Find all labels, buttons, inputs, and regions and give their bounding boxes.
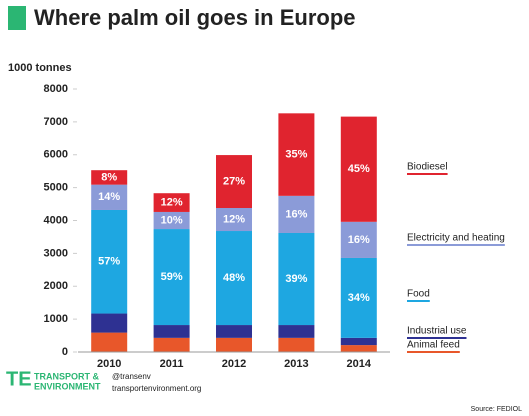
bar-segment bbox=[340, 221, 377, 258]
bar-segment bbox=[216, 231, 252, 326]
bar-segment bbox=[278, 325, 315, 338]
bar-segment bbox=[91, 170, 128, 185]
data-label: 34% bbox=[348, 292, 370, 304]
y-tick-label: 5000 bbox=[44, 182, 68, 194]
bar-segment bbox=[340, 345, 377, 352]
y-tick-label: 3000 bbox=[44, 247, 68, 259]
bar-segment bbox=[153, 193, 190, 212]
x-tick-label: 2011 bbox=[160, 358, 184, 370]
data-label: 45% bbox=[348, 163, 370, 175]
x-tick-label: 2010 bbox=[97, 358, 121, 370]
y-tick-label: 1000 bbox=[44, 313, 68, 325]
legend-label: Animal feed bbox=[407, 340, 460, 351]
website: transportenvironment.org bbox=[112, 384, 201, 393]
bar-segment bbox=[153, 211, 190, 230]
data-label: 10% bbox=[161, 214, 183, 226]
data-label: 59% bbox=[161, 271, 183, 283]
y-tick-label: 2000 bbox=[44, 280, 68, 292]
legend-label: Food bbox=[407, 289, 430, 300]
legend-label: Electricity and heating bbox=[407, 233, 505, 244]
x-tick-label: 2014 bbox=[347, 358, 372, 370]
bar-segment bbox=[153, 325, 190, 338]
bar-segment bbox=[91, 209, 128, 314]
legend-label: Biodiesel bbox=[407, 162, 448, 173]
bar-segment bbox=[153, 229, 190, 326]
data-label: 12% bbox=[223, 213, 245, 225]
bar-segment bbox=[91, 184, 128, 210]
x-tick-label: 2013 bbox=[284, 358, 308, 370]
chart-title: Where palm oil goes in Europe bbox=[34, 5, 356, 30]
bar-segment bbox=[340, 116, 377, 222]
bar-segment bbox=[278, 337, 315, 352]
data-label: 14% bbox=[98, 191, 120, 203]
data-label: 8% bbox=[101, 171, 117, 183]
y-tick-label: 6000 bbox=[44, 149, 68, 161]
bar-segment bbox=[278, 113, 315, 196]
bar-segment bbox=[91, 332, 128, 352]
bar-segment bbox=[91, 313, 128, 333]
data-label: 39% bbox=[285, 273, 307, 285]
data-label: 48% bbox=[223, 272, 245, 284]
bar-segment bbox=[216, 325, 252, 338]
data-label: 12% bbox=[161, 196, 183, 208]
logo-mark: TE bbox=[6, 368, 32, 390]
bar-segment bbox=[216, 337, 252, 352]
data-label: 16% bbox=[348, 234, 370, 246]
data-label: 16% bbox=[285, 208, 307, 220]
twitter: @transenv bbox=[112, 372, 151, 381]
x-tick-label: 2012 bbox=[222, 358, 246, 370]
bar-segment bbox=[278, 195, 315, 233]
data-label: 35% bbox=[285, 148, 307, 160]
source: Source: FEDIOL bbox=[471, 406, 522, 413]
data-label: 57% bbox=[98, 256, 120, 268]
y-tick-label: 4000 bbox=[44, 214, 68, 226]
bar-segment bbox=[153, 337, 190, 352]
bar-segment bbox=[278, 232, 315, 326]
y-tick-label: 7000 bbox=[44, 116, 68, 128]
data-label: 27% bbox=[223, 175, 245, 187]
bar-segment bbox=[340, 337, 377, 346]
y-axis-label: 1000 tonnes bbox=[8, 62, 72, 74]
logo-text: TRANSPORT & bbox=[34, 371, 100, 381]
bar-segment bbox=[216, 155, 252, 209]
legend-label: Industrial use bbox=[407, 326, 467, 337]
bar-segment bbox=[216, 208, 252, 232]
bar-segment bbox=[340, 257, 377, 338]
y-tick-label: 8000 bbox=[44, 83, 68, 95]
y-tick-label: 0 bbox=[62, 346, 68, 358]
title-marker bbox=[8, 6, 26, 30]
logo-text: ENVIRONMENT bbox=[34, 381, 101, 391]
